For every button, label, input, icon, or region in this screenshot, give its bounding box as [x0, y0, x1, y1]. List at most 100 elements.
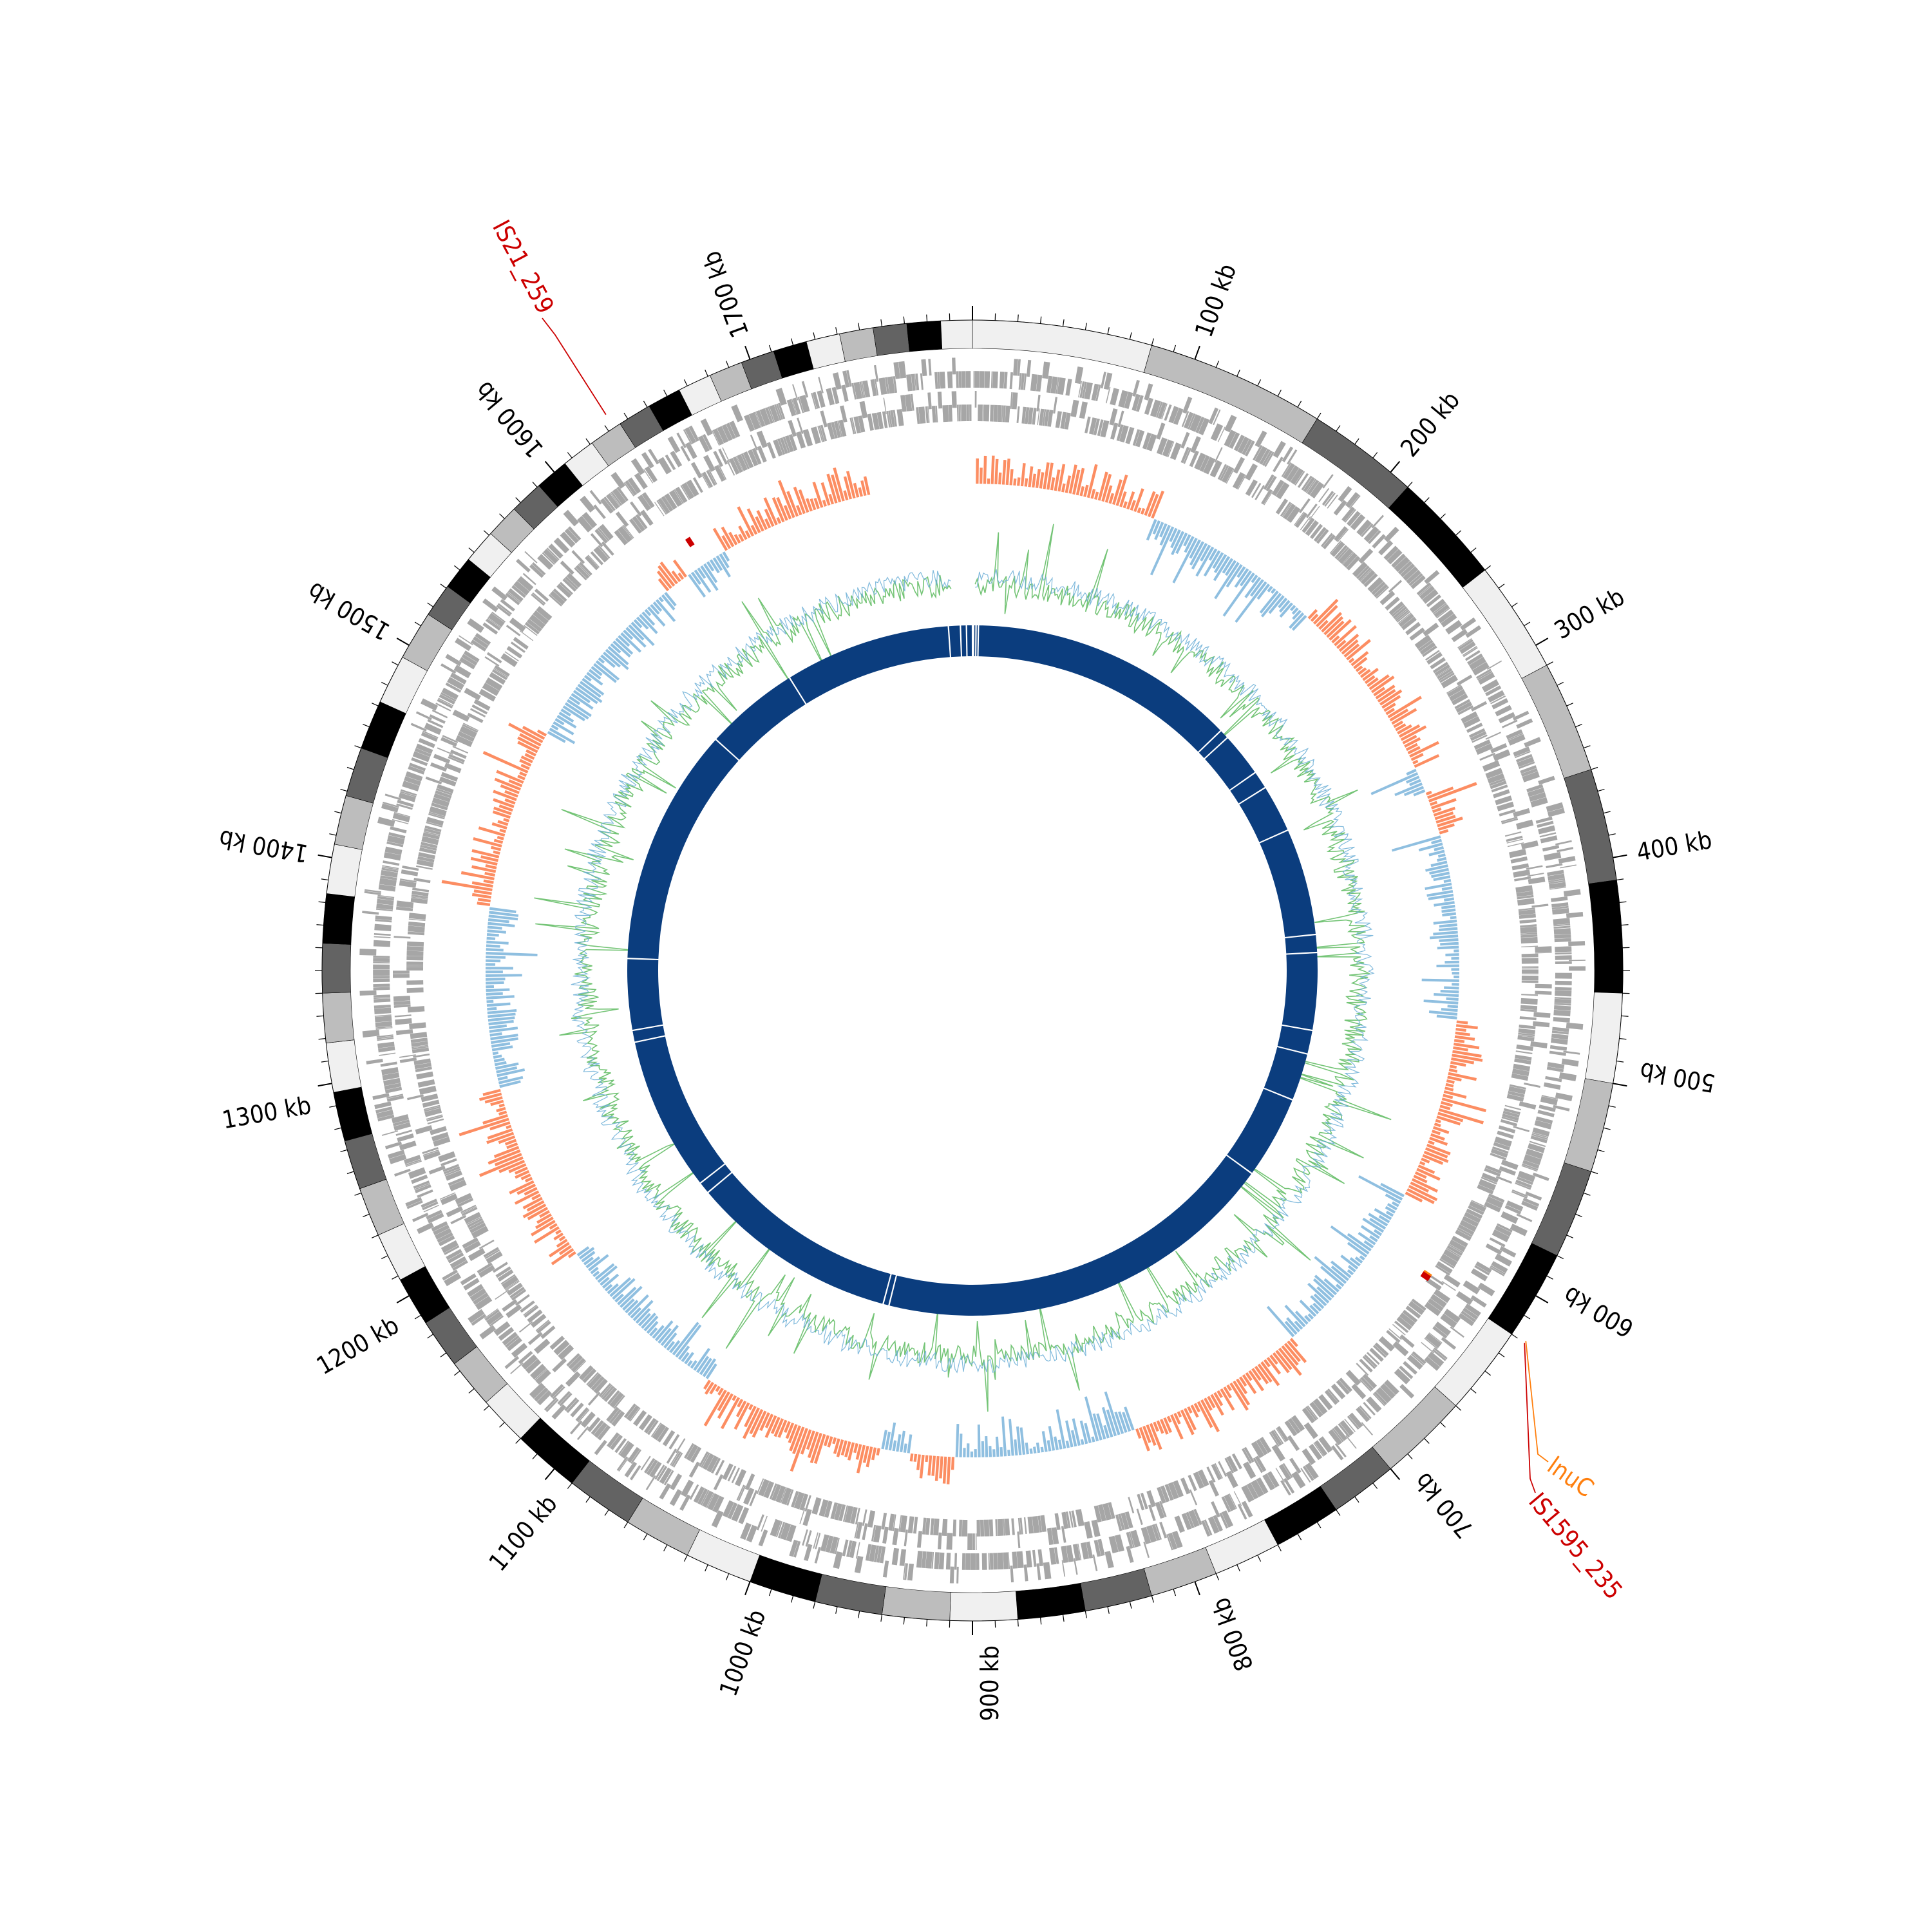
gene-feature [1181, 1513, 1192, 1530]
skew-bar [1160, 1419, 1169, 1435]
gene-feature [382, 866, 399, 871]
gene-feature [1164, 1484, 1174, 1501]
scale-tick [835, 1606, 838, 1614]
skew-bar [806, 498, 813, 512]
gene-feature [536, 1320, 551, 1334]
scale-tick [340, 1149, 348, 1153]
gene-feature [668, 489, 683, 507]
gene-feature [1445, 620, 1463, 635]
scale-tick [1535, 1295, 1549, 1303]
gene-feature [486, 652, 502, 663]
scale-tick [346, 766, 354, 770]
skew-bar [806, 1430, 815, 1450]
gene-feature [598, 524, 614, 540]
gene-feature [1441, 613, 1457, 628]
gene-feature [1104, 1551, 1114, 1569]
gene-feature [817, 390, 826, 408]
skew-bar [1381, 695, 1401, 709]
skew-bar [715, 1385, 721, 1392]
gene-feature [938, 1532, 942, 1549]
skew-bar [1316, 1286, 1332, 1301]
gene-feature [654, 1464, 665, 1480]
gene-feature [1535, 952, 1552, 954]
gene-feature [645, 1475, 656, 1490]
gene-feature [820, 1534, 829, 1552]
gene-feature [1273, 440, 1286, 459]
scale-tick [1566, 703, 1573, 706]
gene-feature [607, 1432, 620, 1448]
gene-feature [1189, 450, 1199, 468]
scale-tick [858, 323, 860, 330]
skew-bar [1444, 897, 1455, 902]
gene-feature [406, 941, 424, 947]
skew-bar [1437, 857, 1447, 862]
gene-feature [531, 593, 545, 606]
scale-tick [1603, 811, 1611, 814]
gene-feature [947, 371, 953, 388]
skew-bar [907, 1434, 913, 1454]
gene-feature [552, 1358, 567, 1372]
scale-tick [623, 1522, 629, 1529]
scale-tick [604, 1509, 609, 1516]
skew-bar [1329, 619, 1352, 641]
skew-bar [1238, 1376, 1247, 1387]
gene-feature [598, 545, 611, 559]
gene-feature [1253, 1457, 1264, 1473]
gene-feature [437, 747, 453, 755]
skew-bar [888, 1422, 896, 1451]
gene-feature [1553, 925, 1571, 929]
skew-bar [1084, 1396, 1099, 1442]
gene-feature [1245, 479, 1258, 497]
gene-feature [1102, 1502, 1112, 1520]
gene-feature [392, 813, 410, 822]
annotation-markers [685, 536, 1432, 1282]
gene-feature [422, 1099, 440, 1108]
gene-feature [697, 1488, 708, 1505]
gene-feature [1374, 1391, 1387, 1405]
gene-feature [961, 1553, 966, 1570]
gene-feature [1555, 961, 1572, 965]
gene-feature [1064, 412, 1071, 430]
skew-bar [738, 533, 744, 542]
gene-feature [1511, 863, 1530, 871]
gene-feature [640, 1455, 651, 1471]
gene-feature [1553, 1005, 1571, 1011]
gene-feature [1540, 835, 1558, 844]
skew-bar [1242, 1374, 1257, 1394]
gene-feature [756, 430, 768, 448]
skew-bar [693, 1347, 710, 1371]
skew-bar [677, 1345, 690, 1360]
gene-feature [570, 1403, 584, 1417]
gene-feature [633, 1410, 647, 1426]
gene-feature [1518, 909, 1536, 916]
gene-feature [1290, 468, 1304, 485]
skew-bar [1451, 956, 1459, 960]
gene-feature [587, 1373, 602, 1388]
gene-feature [1255, 1455, 1267, 1472]
skew-bar [1370, 772, 1419, 795]
gene-feature [1084, 1521, 1093, 1539]
skew-bar [497, 820, 509, 826]
gene-feature [675, 1438, 686, 1454]
gene-feature [466, 1217, 482, 1226]
gene-feature [971, 1553, 976, 1570]
gene-feature [578, 1365, 594, 1381]
skew-bar [672, 559, 687, 578]
gene-feature [450, 1215, 467, 1225]
gene-feature [1287, 1417, 1301, 1434]
gene-feature [423, 1150, 441, 1160]
gene-feature [1193, 1508, 1202, 1526]
skew-bar [1189, 539, 1201, 559]
gene-feature [997, 405, 1002, 422]
gene-feature [1399, 1312, 1416, 1327]
gene-feature [587, 1392, 601, 1406]
skew-bar [496, 1106, 506, 1113]
gene-feature [484, 1308, 498, 1319]
skew-bar [471, 893, 491, 899]
gene-feature [834, 1537, 840, 1555]
gene-feature [665, 454, 676, 471]
gene-feature [1528, 876, 1546, 885]
gene-feature [484, 656, 500, 667]
gene-feature [1515, 753, 1533, 763]
scale-tick [1616, 878, 1624, 881]
